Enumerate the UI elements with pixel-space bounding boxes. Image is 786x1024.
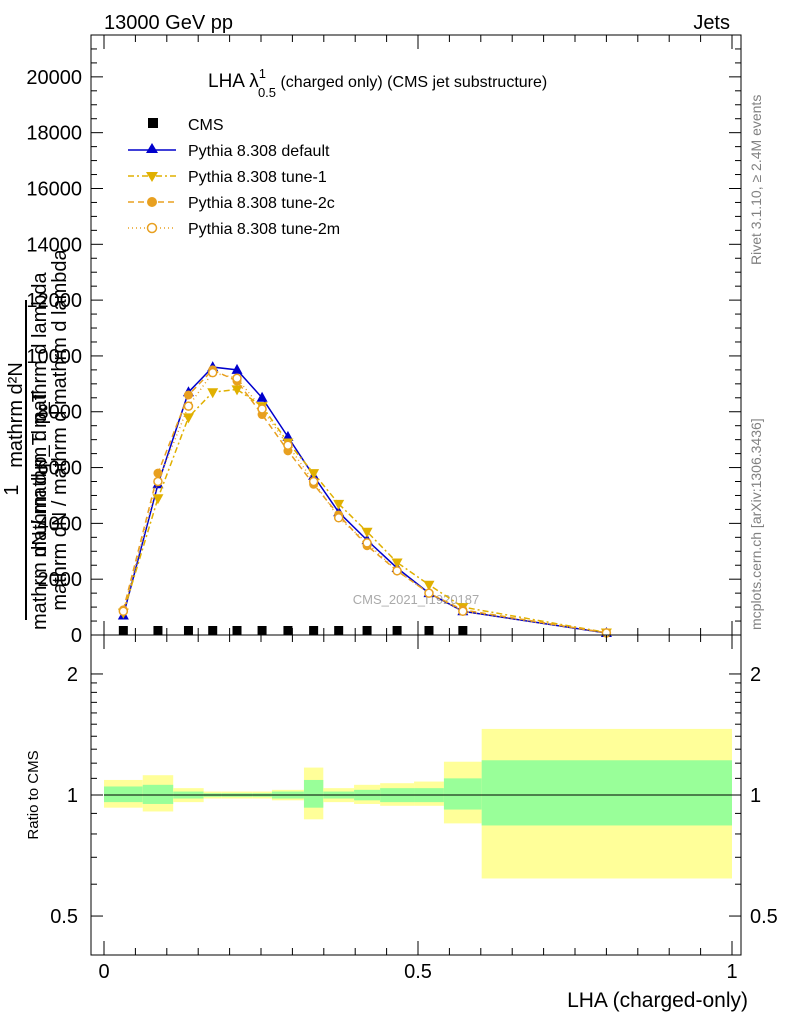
series-marker-4 [118,606,129,617]
series-marker-0 [183,626,193,635]
series-marker-4 [232,373,242,384]
main-y-tick-label: 6000 [38,458,83,480]
main-y-tick-label: 2000 [38,569,83,591]
legend: CMS Pythia 8.308 default Pythia 8.308 tu… [128,117,340,238]
main-y-axis: 0 2000 4000 6000 8000 10000 12000 14000 16000 180… [26,48,741,647]
series-marker-0 [283,626,293,635]
series-marker-0 [208,626,218,635]
main-y-axis-label: mathrm d²N mathrm d p_T mathrm d lambda … [1,249,71,631]
series-line-3 [122,368,607,634]
y-label-denominator-2: mathrm dN / mathrm d p_T [29,390,51,630]
rivet-version-note: Rivet 3.1.10, ≥ 2.4M events [748,95,764,265]
main-y-tick-label: 0 [71,625,82,647]
ratio-x-axis-label: LHA (charged-only) [567,989,748,1012]
ratio-y-tick-label-left: 1 [67,785,78,807]
main-y-tick-label: 18000 [26,123,82,145]
series-marker-4 [308,476,319,487]
series-marker-0 [334,626,344,635]
main-series-group [117,361,612,639]
ratio-y-tick-label-right: 1 [750,785,761,807]
legend-label-cms: CMS [188,117,224,134]
series-marker-0 [424,626,434,635]
series-marker-0 [232,626,242,635]
y-label-overlay: mathrm dN / mathrm d mathrm d lambda [49,249,71,611]
series-marker-2 [152,494,164,505]
series-marker-0 [392,626,402,635]
ratio-y-tick-label-left: 2 [67,664,78,686]
legend-label-tune-2m: Pythia 8.308 tune-2m [188,221,340,238]
main-y-tick-label: 10000 [26,346,82,368]
ratio-y-axis-label: Ratio to CMS [25,750,42,839]
series-marker-3 [183,390,193,400]
legend-label-tune-1: Pythia 8.308 tune-1 [188,169,327,186]
series-marker-3 [153,468,163,478]
series-marker-4 [458,606,468,617]
legend-label-default: Pythia 8.308 default [188,143,330,160]
series-marker-2 [231,385,243,396]
legend-marker-tune-1 [146,172,158,182]
legend-marker-default [146,143,158,153]
legend-marker-tune-2m [146,222,158,234]
series-marker-4 [424,588,434,598]
plot-title: LHA λ1 0.5 (charged only) (CMS jet substr… [208,66,547,100]
main-y-tick-label: 20000 [26,67,82,89]
y-label-denominator-1: mathrm d p_T mathrm d lambda [29,271,51,557]
series-marker-4 [207,367,218,378]
header-energy-label: 13000 GeV pp [104,12,233,34]
ratio-inner-band [142,784,174,804]
legend-marker-tune-2c [147,197,157,207]
series-marker-0 [458,626,468,635]
series-marker-0 [257,626,267,635]
series-marker-2 [423,580,435,591]
ratio-y-tick-label-right: 2 [750,664,761,686]
ratio-inner-band [303,779,324,808]
series-marker-4 [283,440,293,450]
legend-marker-cms [148,118,158,128]
series-marker-1 [231,363,243,374]
main-y-tick-label: 8000 [38,402,83,424]
ratio-x-axis: 0 0.5 1 [98,635,738,983]
series-marker-2 [308,469,320,480]
series-marker-4 [333,513,344,523]
ratio-x-tick-label: 0.5 [404,961,432,983]
series-marker-4 [392,566,402,576]
series-marker-2 [207,388,219,399]
main-y-tick-label: 12000 [26,290,82,312]
series-marker-0 [118,626,128,635]
legend-label-tune-2c: Pythia 8.308 tune-2c [188,195,335,212]
y-label-numerator-2: 1 [1,484,23,495]
series-marker-2 [182,413,194,424]
ratio-y-tick-label-left: 0.5 [50,906,78,928]
series-marker-1 [282,430,294,441]
ratio-inner-band [481,760,732,826]
y-label-numerator-1: mathrm d²N [5,362,27,468]
series-marker-0 [362,626,372,635]
series-marker-1 [256,391,268,402]
main-y-tick-label: 14000 [26,234,82,256]
series-marker-2 [391,558,403,569]
ratio-x-tick-label: 0 [98,961,109,983]
series-marker-4 [153,476,163,487]
ratio-inner-band [104,786,143,803]
main-y-tick-label: 4000 [38,513,83,535]
series-marker-2 [333,499,345,510]
header-jets-label: Jets [693,12,730,34]
mcplots-reference-note: mcplots.cern.ch [arXiv:1306.3436] [748,418,764,630]
ratio-inner-band [443,778,482,810]
series-marker-0 [309,626,319,635]
series-marker-4 [257,404,267,414]
series-marker-4 [183,401,194,411]
series-line-1 [122,366,607,634]
ratio-bands-group [104,728,732,879]
series-marker-4 [362,538,372,548]
series-marker-0 [153,626,163,635]
series-line-4 [122,371,607,634]
series-marker-2 [361,527,373,538]
ratio-x-tick-label: 1 [726,961,737,983]
ratio-y-tick-label-right: 0.5 [750,906,778,928]
main-y-tick-label: 16000 [26,178,82,200]
ratio-y-axis: 0.5 0.5 1 1 2 2 [50,664,778,928]
